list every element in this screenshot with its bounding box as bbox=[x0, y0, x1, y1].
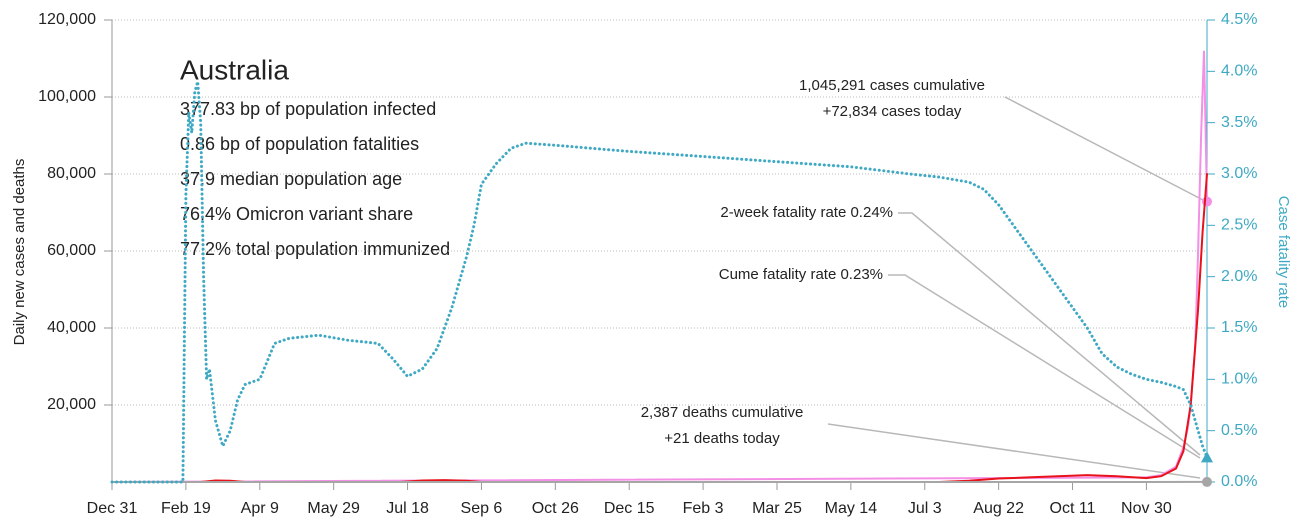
end-marker bbox=[1201, 451, 1213, 463]
x-tick-label: Sep 6 bbox=[461, 500, 503, 517]
annotation: +72,834 cases today bbox=[823, 103, 962, 120]
x-tick-label: Aug 22 bbox=[973, 500, 1024, 517]
x-tick-label: Mar 25 bbox=[752, 500, 802, 517]
data-line bbox=[110, 81, 1209, 484]
leader-line bbox=[827, 423, 1201, 479]
x-tick-label: Apr 9 bbox=[241, 500, 279, 517]
y2-tick-label: 4.5% bbox=[1221, 11, 1257, 28]
info-text: 37.9 median population age bbox=[180, 169, 402, 189]
y-tick-label: 40,000 bbox=[47, 319, 96, 336]
y-tick-label: 80,000 bbox=[47, 165, 96, 182]
y-tick-label: 120,000 bbox=[38, 11, 96, 28]
x-tick-label: Jul 18 bbox=[386, 500, 429, 517]
y-tick-label: 100,000 bbox=[38, 88, 96, 105]
x-tick-label: Feb 19 bbox=[161, 500, 211, 517]
y2-tick-label: 1.0% bbox=[1221, 371, 1257, 388]
annotation: 2,387 deaths cumulative bbox=[641, 404, 804, 421]
info-text: 76.4% Omicron variant share bbox=[180, 204, 413, 224]
y2-tick-label: 1.5% bbox=[1221, 319, 1257, 336]
x-tick-label: Oct 11 bbox=[1050, 500, 1096, 517]
x-tick-label: Oct 26 bbox=[532, 500, 579, 517]
y2-axis-label: Case fatality rate bbox=[1275, 196, 1292, 309]
x-tick-label: May 29 bbox=[307, 500, 360, 517]
y2-tick-label: 0.0% bbox=[1221, 473, 1257, 490]
end-marker bbox=[1202, 196, 1212, 207]
leader-line bbox=[898, 212, 1201, 456]
y-tick-label: 60,000 bbox=[47, 242, 96, 259]
leader-line bbox=[1004, 96, 1204, 201]
annotation: Cume fatality rate 0.23% bbox=[719, 266, 883, 283]
chart-title: Australia bbox=[180, 54, 289, 85]
y-axis-label: Daily new cases and deaths bbox=[11, 159, 28, 346]
x-tick-label: Dec 15 bbox=[604, 500, 655, 517]
info-text: 377.83 bp of population infected bbox=[180, 99, 436, 119]
y2-tick-label: 3.0% bbox=[1221, 165, 1257, 182]
y2-tick-label: 0.5% bbox=[1221, 422, 1257, 439]
annotation: 2-week fatality rate 0.24% bbox=[720, 204, 893, 221]
leader-line bbox=[888, 274, 1201, 459]
end-marker bbox=[1202, 476, 1212, 487]
y2-tick-label: 2.0% bbox=[1221, 268, 1257, 285]
y2-tick-label: 2.5% bbox=[1221, 217, 1257, 234]
x-tick-label: Jul 3 bbox=[908, 500, 942, 517]
annotation: 1,045,291 cases cumulative bbox=[799, 77, 985, 94]
y-tick-label: 20,000 bbox=[47, 396, 96, 413]
x-tick-label: May 14 bbox=[825, 500, 878, 517]
info-text: 77.2% total population immunized bbox=[180, 239, 450, 259]
annotation: +21 deaths today bbox=[664, 430, 780, 447]
x-tick-label: Feb 3 bbox=[683, 500, 724, 517]
y2-tick-label: 4.0% bbox=[1221, 63, 1257, 80]
x-tick-label: Dec 31 bbox=[87, 500, 138, 517]
x-tick-label: Nov 30 bbox=[1121, 500, 1172, 517]
y2-tick-label: 3.5% bbox=[1221, 114, 1257, 131]
info-text: 0.86 bp of population fatalities bbox=[180, 134, 419, 154]
